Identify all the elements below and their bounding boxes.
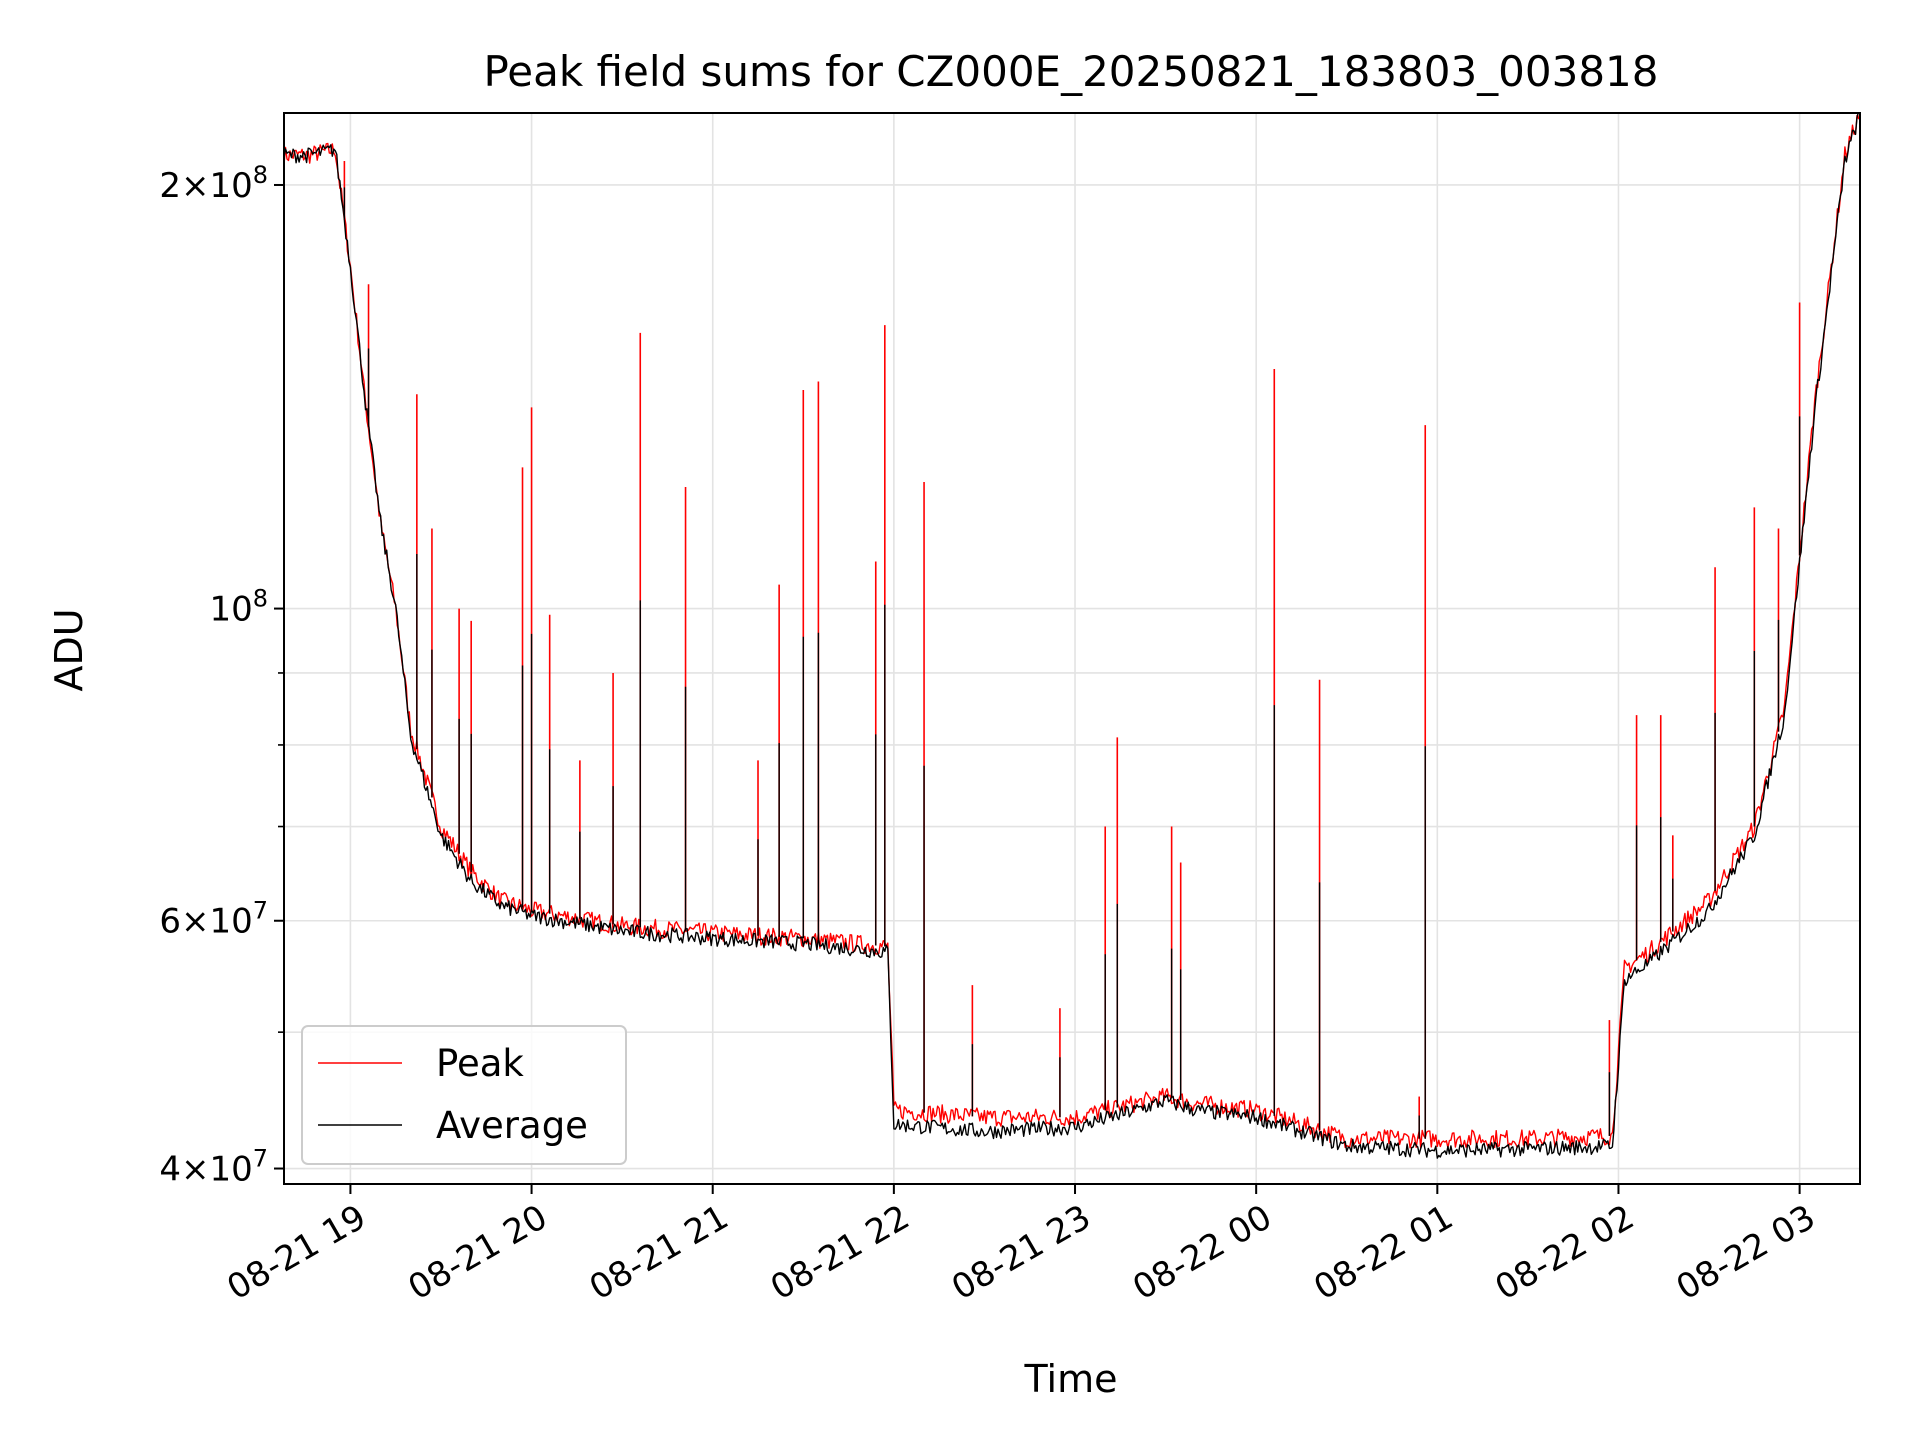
y-tick-label: 108 (209, 585, 268, 630)
series-line-peak (284, 113, 1860, 1149)
legend-average-label: Average (436, 1104, 588, 1147)
x-axis-label: Time (1024, 1357, 1118, 1401)
plot-area (284, 113, 1860, 1159)
legend-peak-label: Peak (436, 1042, 524, 1085)
y-tick-label: 6×107 (159, 897, 268, 942)
y-tick-label: 2×108 (159, 161, 268, 206)
plot-frame (283, 112, 1861, 1185)
legend: Peak Average (301, 1025, 627, 1165)
chart-title: Peak field sums for CZ000E_20250821_1838… (483, 47, 1658, 96)
y-axis-label: ADU (47, 608, 91, 691)
y-tick-label: 4×107 (159, 1145, 268, 1190)
series-line-average (284, 113, 1860, 1159)
grid-lines (284, 113, 1860, 1184)
legend-box (301, 1025, 627, 1165)
